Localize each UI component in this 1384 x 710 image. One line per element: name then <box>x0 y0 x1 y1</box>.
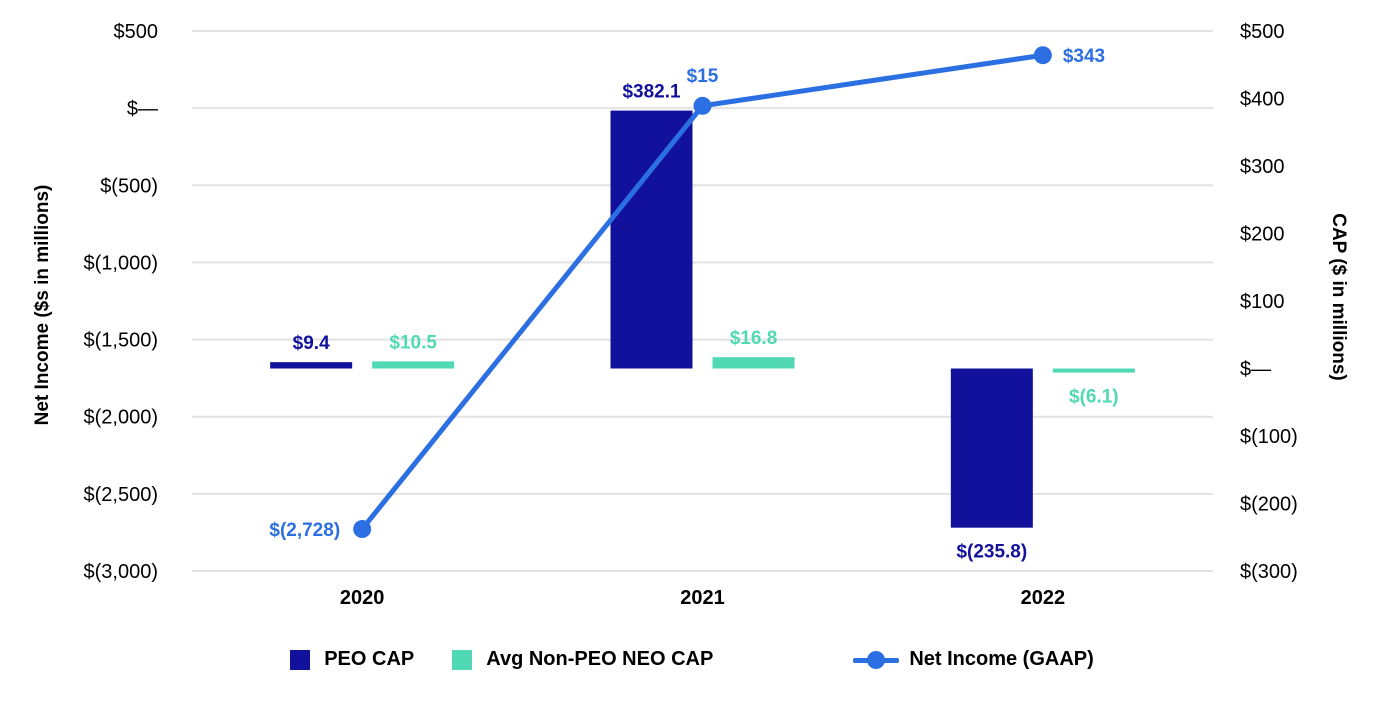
legend-item-net-income-gaap: Net Income (GAAP) <box>853 648 1094 671</box>
legend-item-peo-cap: PEO CAP <box>290 648 414 671</box>
left-axis-tick-label: $(2,000) <box>84 407 159 429</box>
x-axis-label-2021: 2021 <box>680 587 725 609</box>
right-axis-tick-label: $400 <box>1240 89 1285 111</box>
x-axis-label-2022: 2022 <box>1021 587 1066 609</box>
right-axis-tick-label: $200 <box>1240 224 1285 246</box>
left-axis-tick-label: $500 <box>114 21 159 43</box>
peo-cap-label-2020: $9.4 <box>293 333 330 354</box>
right-axis-tick-label: $100 <box>1240 291 1285 313</box>
peo-cap-label-2021: $382.1 <box>622 82 681 103</box>
net-income-gaap-line <box>360 52 1044 531</box>
avg-non-peo-neo-cap-bar-2022 <box>1052 368 1135 373</box>
peo-cap-label-2022: $(235.8) <box>956 542 1027 563</box>
avg-non-peo-neo-cap-label-2021: $16.8 <box>730 328 778 349</box>
right-axis-tick-label: $300 <box>1240 156 1285 178</box>
avg-non-peo-neo-cap-label-2020: $10.5 <box>389 332 437 353</box>
net-income-gaap-label-2022: $343 <box>1063 46 1105 67</box>
right-axis-title: CAP ($ in millions) <box>1328 213 1349 381</box>
avg-non-peo-neo-cap-swatch-icon <box>452 649 473 670</box>
left-axis-tick-label: $(3,000) <box>84 561 159 583</box>
avg-non-peo-neo-cap-label-2022: $(6.1) <box>1069 387 1119 408</box>
left-axis-title: Net Income ($s in millions) <box>32 184 53 426</box>
right-axis-tick-label: $— <box>1240 359 1271 381</box>
x-axis-label-2020: 2020 <box>340 587 385 609</box>
right-axis-tick-label: $(100) <box>1240 426 1298 448</box>
legend-label-peo-cap: PEO CAP <box>324 648 415 670</box>
right-axis-tick-label: $(200) <box>1240 494 1298 516</box>
right-axis-tick-label: $500 <box>1240 21 1285 43</box>
right-axis-tick-label: $(300) <box>1240 561 1298 583</box>
left-axis-tick-label: $(1,000) <box>84 252 159 274</box>
left-axis-tick-label: $(2,500) <box>84 484 159 506</box>
net-income-line-swatch-icon <box>853 650 900 670</box>
peo-cap-swatch-icon <box>290 649 311 670</box>
net-income-gaap-marker-2020 <box>353 520 372 539</box>
left-axis-tick-label: $(1,500) <box>84 330 159 352</box>
peo-cap-bar-2021 <box>610 110 693 369</box>
left-axis-tick-label: $(500) <box>100 175 158 197</box>
peo-cap-bar-2020 <box>270 362 353 369</box>
legend-item-avg-non-peo-neo-cap: Avg Non-PEO NEO CAP <box>452 648 713 671</box>
legend-label-net-income-gaap: Net Income (GAAP) <box>909 648 1094 670</box>
net-income-gaap-marker-2021 <box>693 96 712 115</box>
legend-label-avg-non-peo-neo-cap: Avg Non-PEO NEO CAP <box>486 648 714 670</box>
avg-non-peo-neo-cap-bar-2021 <box>712 357 795 369</box>
net-income-gaap-label-2020: $(2,728) <box>269 520 340 541</box>
legend: PEO CAP Avg Non-PEO NEO CAP Net Income (… <box>0 648 1384 671</box>
avg-non-peo-neo-cap-bar-2020 <box>372 361 455 369</box>
peo-cap-bar-2022 <box>950 368 1033 528</box>
left-axis-tick-label: $— <box>127 98 158 120</box>
net-income-gaap-marker-2022 <box>1033 46 1052 65</box>
net-income-gaap-label-2021: $15 <box>687 66 719 87</box>
